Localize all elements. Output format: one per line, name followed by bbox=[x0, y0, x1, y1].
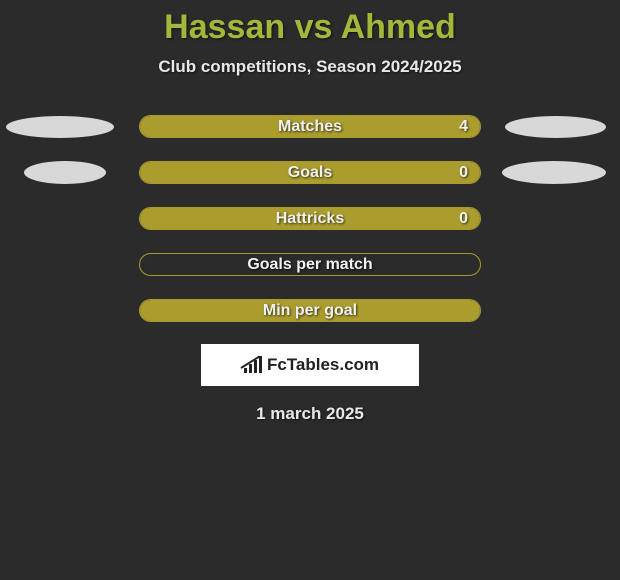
stat-row-hattricks: Hattricks 0 bbox=[0, 207, 620, 230]
stat-value: 0 bbox=[459, 210, 468, 228]
stat-bar: Min per goal bbox=[139, 299, 481, 322]
stat-row-goals-per-match: Goals per match bbox=[0, 253, 620, 276]
stat-value: 0 bbox=[459, 164, 468, 182]
left-ellipse bbox=[6, 116, 114, 138]
page-title: Hassan vs Ahmed bbox=[0, 0, 620, 47]
stat-bar: Hattricks 0 bbox=[139, 207, 481, 230]
stat-label: Goals bbox=[288, 164, 332, 182]
page-subtitle: Club competitions, Season 2024/2025 bbox=[0, 57, 620, 77]
stat-bar: Goals per match bbox=[139, 253, 481, 276]
footer-date: 1 march 2025 bbox=[0, 404, 620, 424]
stat-label: Matches bbox=[278, 118, 342, 136]
right-ellipse bbox=[502, 161, 606, 184]
stat-value: 4 bbox=[459, 118, 468, 136]
stat-bar: Matches 4 bbox=[139, 115, 481, 138]
stats-area: Matches 4 Goals 0 Hattricks 0 Goals per … bbox=[0, 115, 620, 322]
right-ellipse bbox=[505, 116, 606, 138]
stat-row-goals: Goals 0 bbox=[0, 161, 620, 184]
stat-label: Goals per match bbox=[247, 256, 372, 274]
brand-box: FcTables.com bbox=[201, 344, 419, 386]
stat-label: Hattricks bbox=[276, 210, 344, 228]
brand-text: FcTables.com bbox=[267, 355, 379, 375]
stat-label: Min per goal bbox=[263, 302, 357, 320]
chart-logo-icon bbox=[241, 355, 263, 375]
left-ellipse bbox=[24, 161, 106, 184]
stat-row-matches: Matches 4 bbox=[0, 115, 620, 138]
stat-bar: Goals 0 bbox=[139, 161, 481, 184]
stat-row-min-per-goal: Min per goal bbox=[0, 299, 620, 322]
